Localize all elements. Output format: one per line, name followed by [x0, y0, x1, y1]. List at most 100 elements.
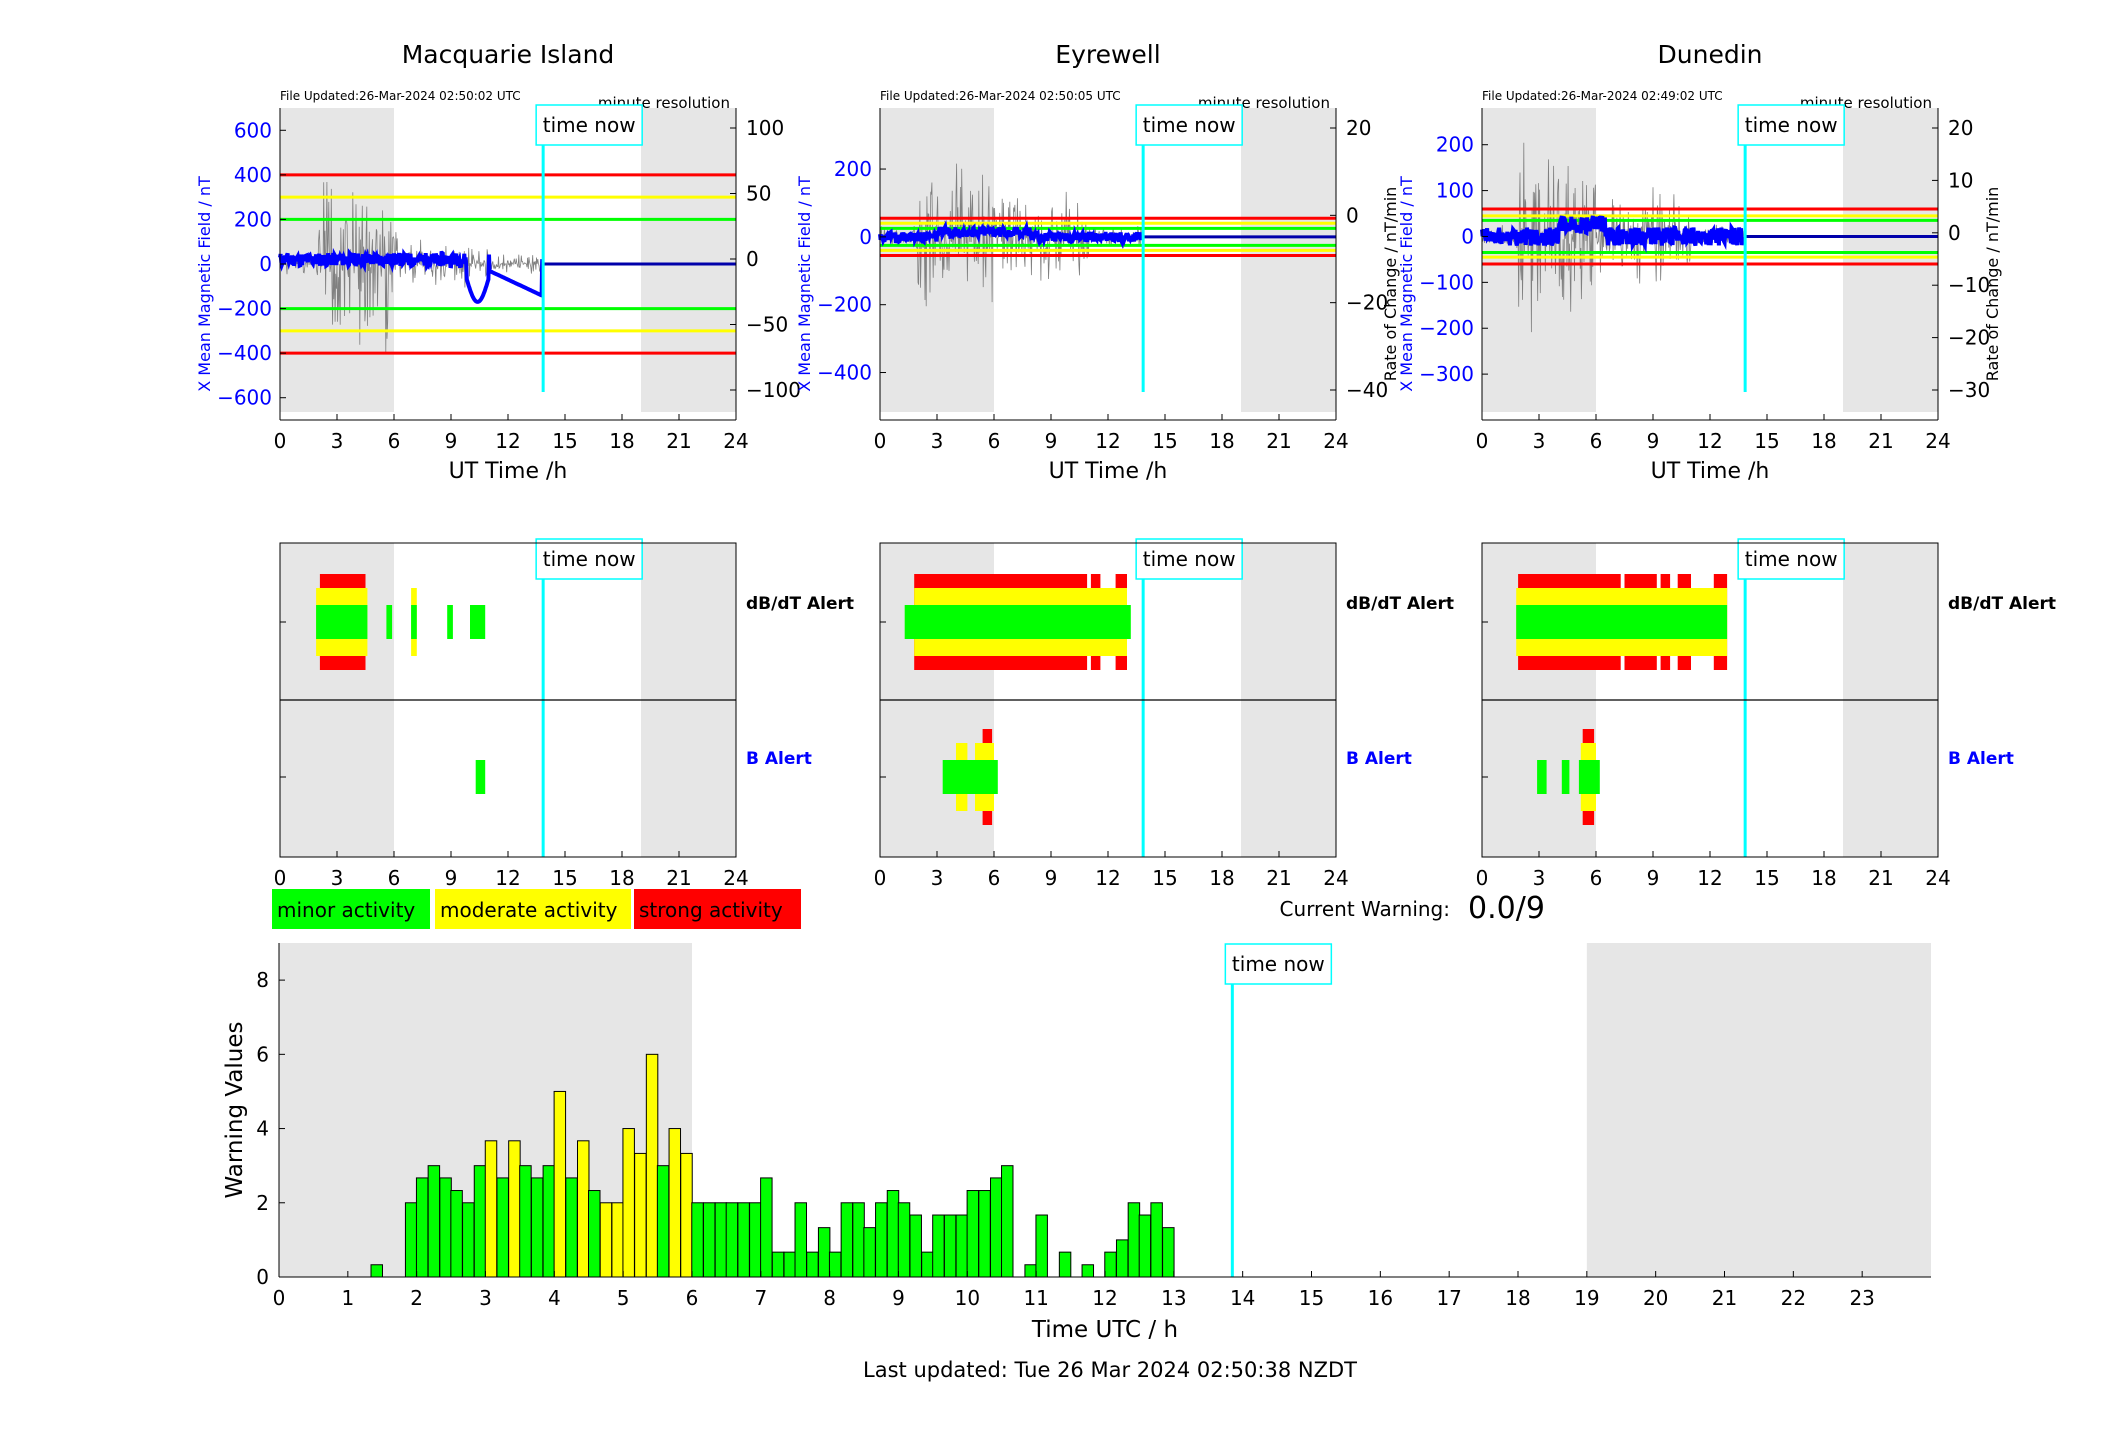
warning-bar: [714, 1202, 728, 1278]
warning-bar: [943, 1214, 957, 1278]
time-now-label-alert: time now: [1143, 547, 1236, 571]
x-tick-label: 3: [331, 429, 344, 453]
warning-bar: [1127, 1202, 1141, 1278]
warning-bar: [863, 1227, 876, 1278]
warning-bar: [680, 1152, 693, 1278]
night-shade-top: [1241, 108, 1336, 412]
b-alert-label: B Alert: [1948, 749, 2014, 769]
station-panels: Macquarie Island File Updated:26-Mar-2024…: [195, 40, 2056, 890]
bar-x-tick-label: 0: [273, 1286, 286, 1310]
right-tick-label: −40: [1346, 378, 1388, 402]
time-now-box-alert: [1135, 538, 1243, 580]
right-tick-label: 0: [1948, 221, 1961, 245]
bar-y-tick-label: 0: [256, 1265, 269, 1289]
warning-bar: [1058, 1251, 1072, 1278]
warning-bar: [817, 1227, 831, 1278]
bar-y-tick-label: 4: [256, 1117, 269, 1141]
warning-bar: [508, 1140, 521, 1278]
warning-bar: [909, 1214, 922, 1278]
warning-bar: [760, 1177, 773, 1278]
alert-x-tick-label: 21: [1868, 866, 1893, 890]
x-tick-label: 0: [1476, 429, 1489, 453]
left-axis-label: X Mean Magnetic Field / nT: [795, 176, 814, 392]
warning-bar: [611, 1202, 624, 1278]
bar-x-tick-label: 13: [1161, 1286, 1186, 1310]
x-tick-label: 12: [1697, 429, 1722, 453]
right-tick-label: 20: [1346, 116, 1371, 140]
warning-bar: [542, 1165, 556, 1278]
bar-x-tick-label: 6: [686, 1286, 699, 1310]
warning-bar: [439, 1177, 452, 1278]
warning-bar: [783, 1251, 796, 1278]
dbdt-alert-bar-green: [1516, 605, 1728, 639]
right-axis-label: Rate of Change / nT/min: [1381, 187, 1400, 382]
time-now-box-bar: [1224, 943, 1333, 985]
bar-x-tick-label: 18: [1505, 1286, 1530, 1310]
right-tick-label: 0: [746, 247, 759, 271]
alert-x-tick-label: 24: [723, 866, 748, 890]
alert-x-tick-label: 12: [1697, 866, 1722, 890]
alert-x-tick-label: 24: [1323, 866, 1348, 890]
right-tick-label: −10: [1948, 273, 1990, 297]
bar-x-tick-label: 3: [479, 1286, 492, 1310]
dbdt-alert-label: dB/dT Alert: [1948, 594, 2056, 614]
alert-x-tick-label: 15: [1152, 866, 1177, 890]
x-tick-label: 21: [666, 429, 691, 453]
left-tick-label: 200: [1436, 133, 1474, 157]
x-tick-label: 21: [1868, 429, 1893, 453]
activity-legend: minor activity moderate activity strong ac…: [272, 889, 1545, 929]
bar-y-tick-label: 6: [256, 1042, 269, 1066]
warning-bar: [921, 1251, 934, 1278]
left-axis-label: X Mean Magnetic Field / nT: [1397, 176, 1416, 392]
bar-x-tick-label: 15: [1299, 1286, 1324, 1310]
night-shade-top: [880, 108, 994, 412]
b-alert-bar-green: [942, 760, 998, 794]
last-updated-text: Last updated: Tue 26 Mar 2024 02:50:38 N…: [863, 1358, 1357, 1382]
right-tick-label: −20: [1346, 291, 1388, 315]
x-tick-label: 15: [1754, 429, 1779, 453]
right-axis-label: Rate of Change / nT/min: [1983, 187, 2002, 382]
alert-x-tick-label: 0: [874, 866, 887, 890]
station-panel-2: Dunedin File Updated:26-Mar-2024 02:49:02…: [1397, 40, 2056, 890]
x-tick-label: 3: [1533, 429, 1546, 453]
bar-x-tick-label: 10: [955, 1286, 980, 1310]
legend-label: moderate activity: [440, 898, 618, 922]
left-axis-label: X Mean Magnetic Field / nT: [195, 176, 214, 392]
x-tick-label: 21: [1266, 429, 1291, 453]
current-warning-label: Current Warning:: [1280, 897, 1450, 921]
warning-bar: [530, 1177, 544, 1278]
warning-bar: [1115, 1239, 1129, 1278]
time-now-label: time now: [1745, 113, 1838, 137]
alert-x-tick-label: 21: [1266, 866, 1291, 890]
x-tick-label: 18: [609, 429, 634, 453]
warning-bar: [737, 1202, 750, 1278]
b-alert-bar-green: [475, 760, 486, 794]
alert-x-tick-label: 0: [274, 866, 287, 890]
x-tick-label: 24: [723, 429, 748, 453]
warning-bar: [840, 1202, 854, 1278]
left-tick-label: 0: [259, 252, 272, 276]
warning-bar: [553, 1090, 567, 1278]
alert-x-tick-label: 3: [931, 866, 944, 890]
warning-bar: [656, 1165, 670, 1278]
right-tick-label: −50: [746, 313, 788, 337]
bar-y-tick-label: 8: [256, 968, 269, 992]
bar-x-tick-label: 5: [617, 1286, 630, 1310]
legend-swatch: [634, 889, 801, 929]
warning-bar: [1024, 1264, 1037, 1278]
dbdt-alert-bar-green: [470, 605, 486, 639]
alert-x-tick-label: 15: [1754, 866, 1779, 890]
alert-x-tick-label: 6: [1590, 866, 1603, 890]
station-panel-0: Macquarie Island File Updated:26-Mar-2024…: [195, 40, 854, 890]
alert-x-tick-label: 24: [1925, 866, 1950, 890]
warning-bar: [691, 1202, 704, 1278]
warning-bar: [370, 1264, 383, 1278]
bar-x-tick-label: 2: [410, 1286, 423, 1310]
b-alert-bar-green: [1578, 760, 1600, 794]
x-tick-label: 12: [495, 429, 520, 453]
bar-x-tick-label: 11: [1023, 1286, 1048, 1310]
x-tick-label: 0: [874, 429, 887, 453]
alert-x-tick-label: 9: [1647, 866, 1660, 890]
bar-x-tick-label: 16: [1368, 1286, 1393, 1310]
